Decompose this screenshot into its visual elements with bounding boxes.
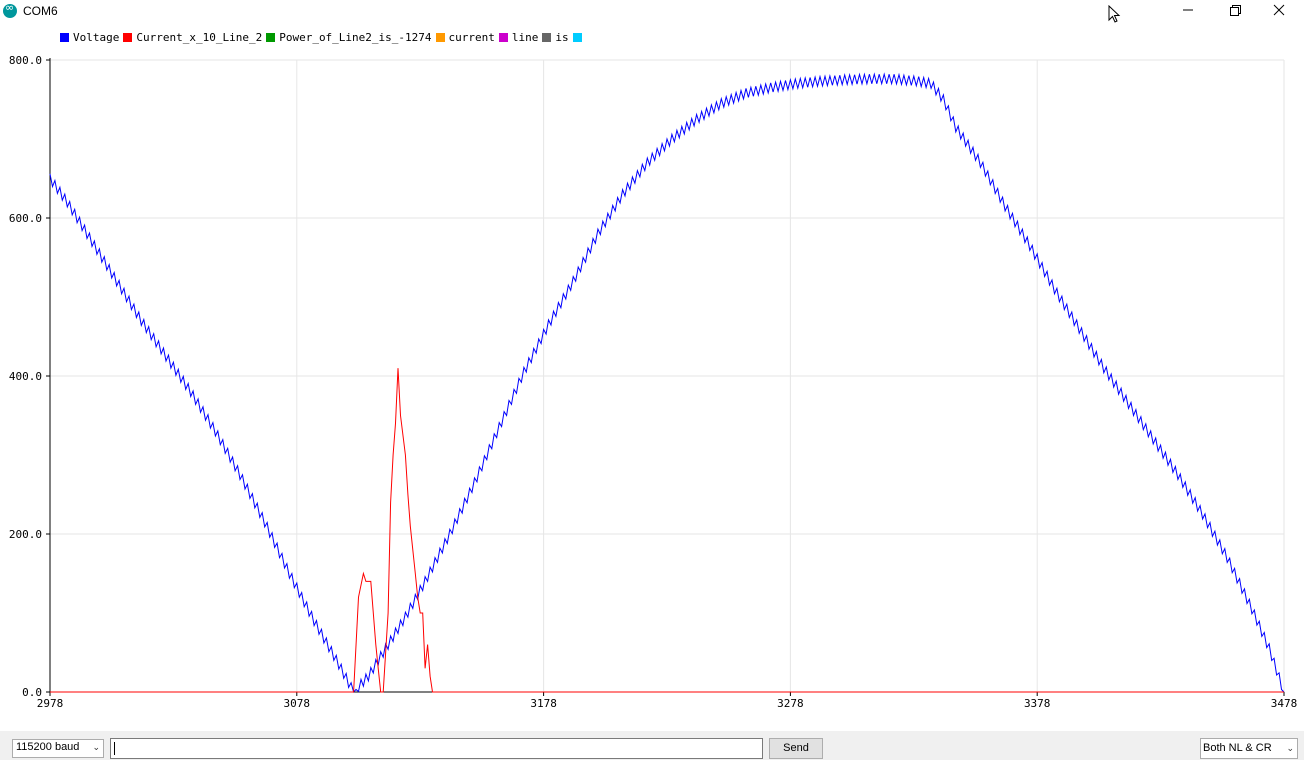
legend-item: line [498,30,539,44]
title-bar: COM6 [0,0,1304,24]
mouse-pointer-icon [1108,5,1121,23]
series-line-current-x-10-line-2 [50,368,1284,693]
x-tick-label: 3378 [1024,697,1051,708]
chevron-down-icon: ⌄ [1286,743,1294,753]
close-icon [1273,4,1285,16]
y-tick-label: 800.0 [9,54,42,67]
legend-item: Power_of_Line2_is_-1274 [266,30,432,44]
legend-swatch [435,32,445,42]
chart-legend: Voltage Current_x_10_Line_2 Power_of_Line2… [60,30,590,44]
legend-item: Voltage [60,31,119,44]
close-button[interactable] [1257,0,1303,24]
serial-message-input[interactable] [110,738,763,759]
grid [49,59,1285,693]
arduino-icon [3,1,17,18]
bottom-toolbar: 115200 baud ⌄ Send Both NL & CR ⌄ [0,731,1304,760]
line-ending-value: Both NL & CR [1203,742,1272,754]
minimize-button[interactable] [1165,0,1211,24]
chevron-down-icon: ⌄ [92,742,100,752]
text-caret [114,742,115,755]
legend-swatch [60,32,69,42]
legend-label: Power_of_Line2_is_-1274 [279,30,432,44]
maximize-button[interactable] [1211,0,1257,24]
legend-swatch [542,32,552,42]
legend-swatch [266,32,276,42]
plot-series [49,72,1285,694]
send-button[interactable]: Send [769,738,823,759]
y-tick-label: 600.0 [9,212,42,225]
x-tick-label: 2978 [37,697,64,708]
x-tick-label: 3478 [1271,697,1298,708]
axes [46,58,1285,696]
x-tick-label: 3278 [777,697,804,708]
serial-plot: 2978 3078 3178 3278 3378 3478 0.0 200.0 400.0 600… [9,54,1297,708]
tick-labels: 2978 3078 3178 3278 3378 3478 0.0 200.0 400.0 600… [9,54,1297,708]
legend-item: Current_x_10_Line_2 [123,31,262,44]
baud-rate-value: 115200 baud [16,741,80,753]
y-tick-label: 0.0 [22,686,42,699]
legend-label: Current_x_10_Line_2 [136,30,263,44]
window-title: COM6 [23,4,58,18]
legend-label: line [511,30,539,44]
line-ending-select[interactable]: Both NL & CR ⌄ [1200,738,1298,759]
minimize-icon [1183,9,1193,11]
x-tick-label: 3178 [530,697,557,708]
x-tick-label: 3078 [284,697,311,708]
baud-rate-select[interactable]: 115200 baud ⌄ [12,739,104,758]
legend-swatch [572,32,582,42]
legend-label: is [555,30,569,44]
maximize-icon [1230,5,1241,16]
legend-item [572,32,586,42]
y-tick-label: 200.0 [9,528,42,541]
legend-label: current [448,30,495,44]
y-tick-label: 400.0 [9,370,42,383]
legend-label: Voltage [73,30,120,44]
legend-item: current [435,30,495,44]
legend-item: is [542,30,569,44]
legend-swatch [123,32,133,42]
series-line-voltage [49,72,1285,694]
legend-swatch [498,32,508,42]
